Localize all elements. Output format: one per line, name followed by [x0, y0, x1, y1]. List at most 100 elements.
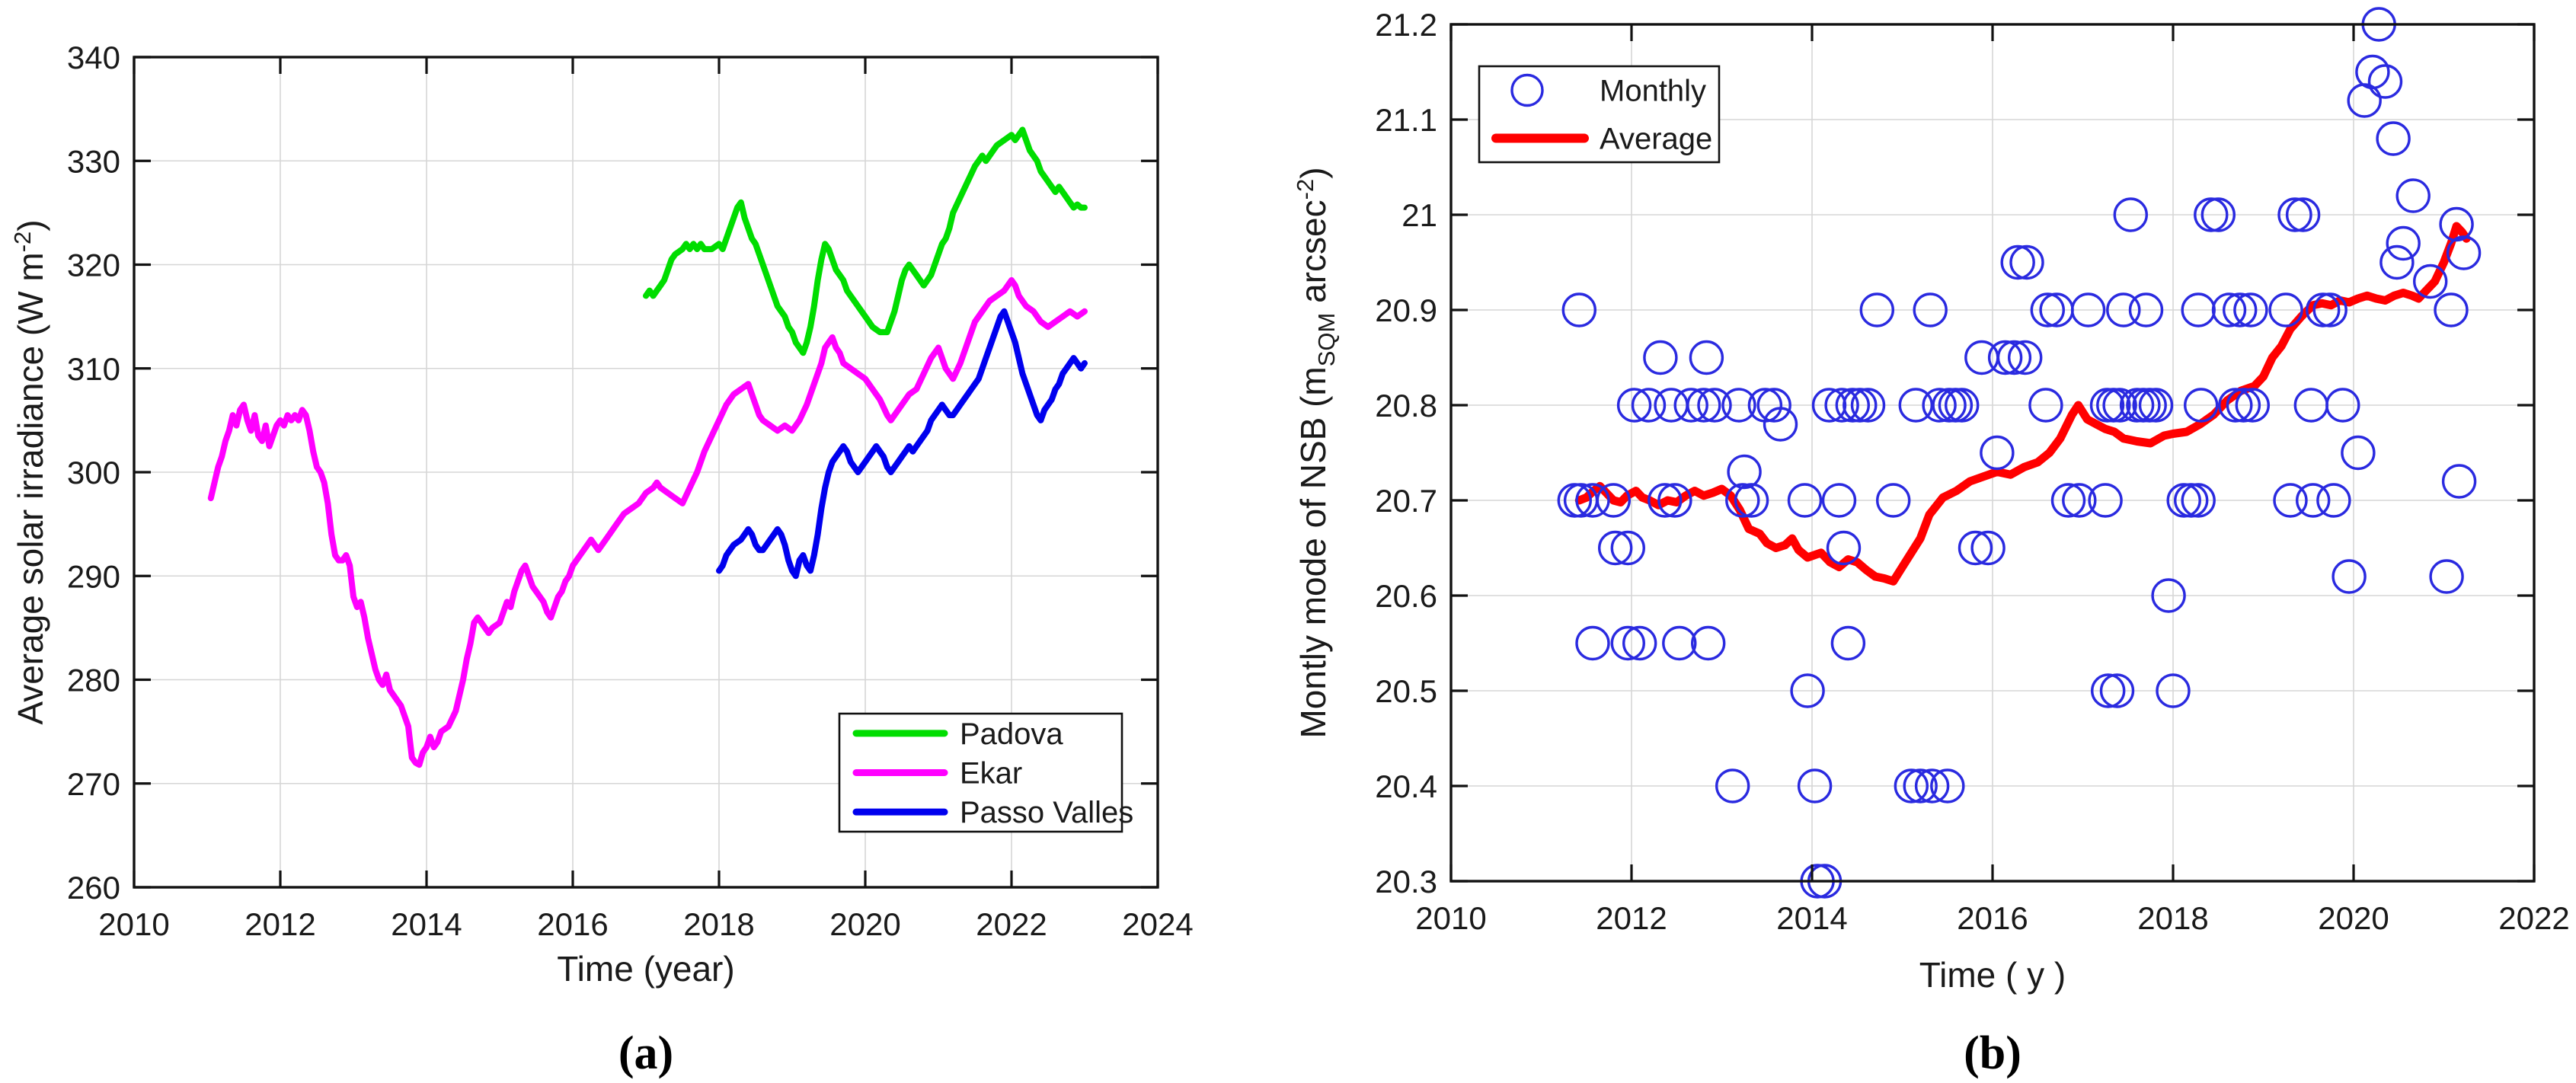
- monthly-point: [1958, 530, 1993, 566]
- solar-y-tick-label: 300: [67, 455, 120, 490]
- nsb-x-tick-label: 2016: [1957, 900, 2028, 936]
- monthly-point: [1830, 625, 1866, 661]
- monthly-point: [2007, 340, 2043, 375]
- solar-x-tick-label: 2012: [244, 906, 315, 942]
- nsb-monthly-scatter: [1557, 7, 2482, 899]
- monthly-point: [2156, 673, 2191, 708]
- monthly-point: [1575, 625, 1610, 661]
- monthly-point: [2332, 559, 2367, 594]
- solar-y-tick-label: 330: [67, 143, 120, 179]
- monthly-point: [2009, 244, 2044, 280]
- monthly-point: [2379, 244, 2415, 280]
- nsb-y-tick-label: 21.1: [1375, 102, 1437, 138]
- solar-x-tick-label: 2010: [98, 906, 169, 942]
- monthly-point: [1790, 673, 1825, 708]
- solar-tick-labels: 2010 2012 2014 2016 2018 2020 2022 2024 260 270 28…: [67, 40, 1194, 942]
- caption-panel-b: (b): [1964, 1027, 2021, 1079]
- monthly-point: [2050, 483, 2086, 518]
- monthly-point: [2273, 483, 2308, 518]
- monthly-point: [1734, 483, 1769, 518]
- nsb-y-tick-label: 20.8: [1375, 388, 1437, 423]
- monthly-point: [2222, 292, 2258, 327]
- solar-legend: Padova Ekar Passo Valles: [838, 712, 1133, 833]
- nsb-y-tick-label: 21.2: [1375, 7, 1437, 43]
- monthly-point: [1715, 768, 1750, 803]
- monthly-point: [1727, 454, 1762, 490]
- nsb-x-axis-label: Time ( y ): [1919, 955, 2066, 995]
- monthly-point: [2173, 483, 2209, 518]
- monthly-point: [2062, 483, 2097, 518]
- solar-y-tick-label: 280: [67, 663, 120, 698]
- monthly-point: [2412, 264, 2448, 299]
- monthly-point: [1643, 340, 1678, 375]
- monthly-point: [2218, 388, 2253, 423]
- nsb-x-tick-label: 2022: [2498, 900, 2569, 936]
- monthly-point: [2000, 244, 2035, 280]
- monthly-point: [1843, 388, 1878, 423]
- monthly-point: [2128, 292, 2164, 327]
- nsb-y-tick-label: 20.3: [1375, 864, 1437, 899]
- caption-panel-a: (a): [618, 1027, 674, 1079]
- solar-y-axis-label: Average solar irradiance (W m-2): [9, 219, 50, 724]
- solar-padova-line: [643, 126, 1088, 356]
- nsb-average-line: [1574, 222, 2471, 586]
- monthly-point: [2106, 292, 2141, 327]
- monthly-point: [2102, 388, 2137, 423]
- nsb-y-axis-label: Montly mode of NSB (mSQM arcsec-2): [1292, 167, 1340, 738]
- monthly-point: [1686, 388, 1721, 423]
- solar-y-tick-label: 270: [67, 766, 120, 802]
- nsb-x-tick-label: 2010: [1415, 900, 1486, 936]
- monthly-point: [1826, 530, 1862, 566]
- nsb-x-tick-label: 2012: [1596, 900, 1667, 936]
- monthly-point: [2341, 435, 2376, 471]
- monthly-point: [2113, 197, 2149, 232]
- monthly-point: [1596, 483, 1632, 518]
- nsb-y-tick-label: 20.7: [1375, 483, 1437, 519]
- solar-x-tick-label: 2020: [829, 906, 900, 942]
- monthly-point: [1597, 530, 1633, 566]
- nsb-y-tick-label: 21: [1401, 197, 1437, 233]
- monthly-point: [2367, 64, 2403, 99]
- monthly-point: [1898, 388, 1934, 423]
- nsb-x-tick-label: 2018: [2137, 900, 2208, 936]
- monthly-point: [2268, 292, 2303, 327]
- solar-x-axis-label: Time (year): [557, 949, 734, 989]
- monthly-point: [2166, 483, 2201, 518]
- solar-passo-valles-line: [716, 308, 1088, 580]
- monthly-point: [1689, 340, 1724, 375]
- monthly-point: [1697, 388, 1732, 423]
- monthly-point: [2295, 483, 2331, 518]
- monthly-point: [1610, 625, 1646, 661]
- legend-label: Padova: [960, 717, 1063, 751]
- monthly-point: [1875, 483, 1911, 518]
- monthly-point: [1725, 483, 1760, 518]
- monthly-point: [2194, 197, 2229, 232]
- nsb-x-tick-label: 2020: [2318, 900, 2389, 936]
- nsb-tick-labels: 2010 2012 2014 2016 2018 2020 2022 20.3 20.4 20.5…: [1375, 7, 2569, 936]
- solar-x-tick-label: 2014: [391, 906, 462, 942]
- monthly-point: [2429, 559, 2464, 594]
- monthly-point: [1610, 530, 1646, 566]
- monthly-point: [2395, 178, 2431, 213]
- monthly-point: [1690, 625, 1726, 661]
- monthly-point: [1894, 768, 1929, 803]
- monthly-point: [2233, 292, 2268, 327]
- monthly-point: [1648, 483, 1683, 518]
- solar-x-tick-label: 2022: [976, 906, 1047, 942]
- monthly-point: [1913, 292, 1948, 327]
- solar-y-tick-label: 260: [67, 870, 120, 906]
- monthly-point: [2138, 388, 2174, 423]
- legend-label: Average: [1600, 123, 1712, 156]
- nsb-grid: [1451, 24, 2534, 881]
- monthly-point: [1859, 292, 1895, 327]
- monthly-point: [2312, 292, 2347, 327]
- monthly-point: [2028, 388, 2063, 423]
- solar-y-tick-label: 320: [67, 248, 120, 283]
- monthly-point: [1903, 768, 1938, 803]
- monthly-point: [2151, 578, 2186, 613]
- monthly-point: [2441, 464, 2477, 499]
- monthly-point: [1657, 483, 1692, 518]
- nsb-y-tick-label: 20.5: [1375, 673, 1437, 709]
- monthly-point: [1914, 768, 1950, 803]
